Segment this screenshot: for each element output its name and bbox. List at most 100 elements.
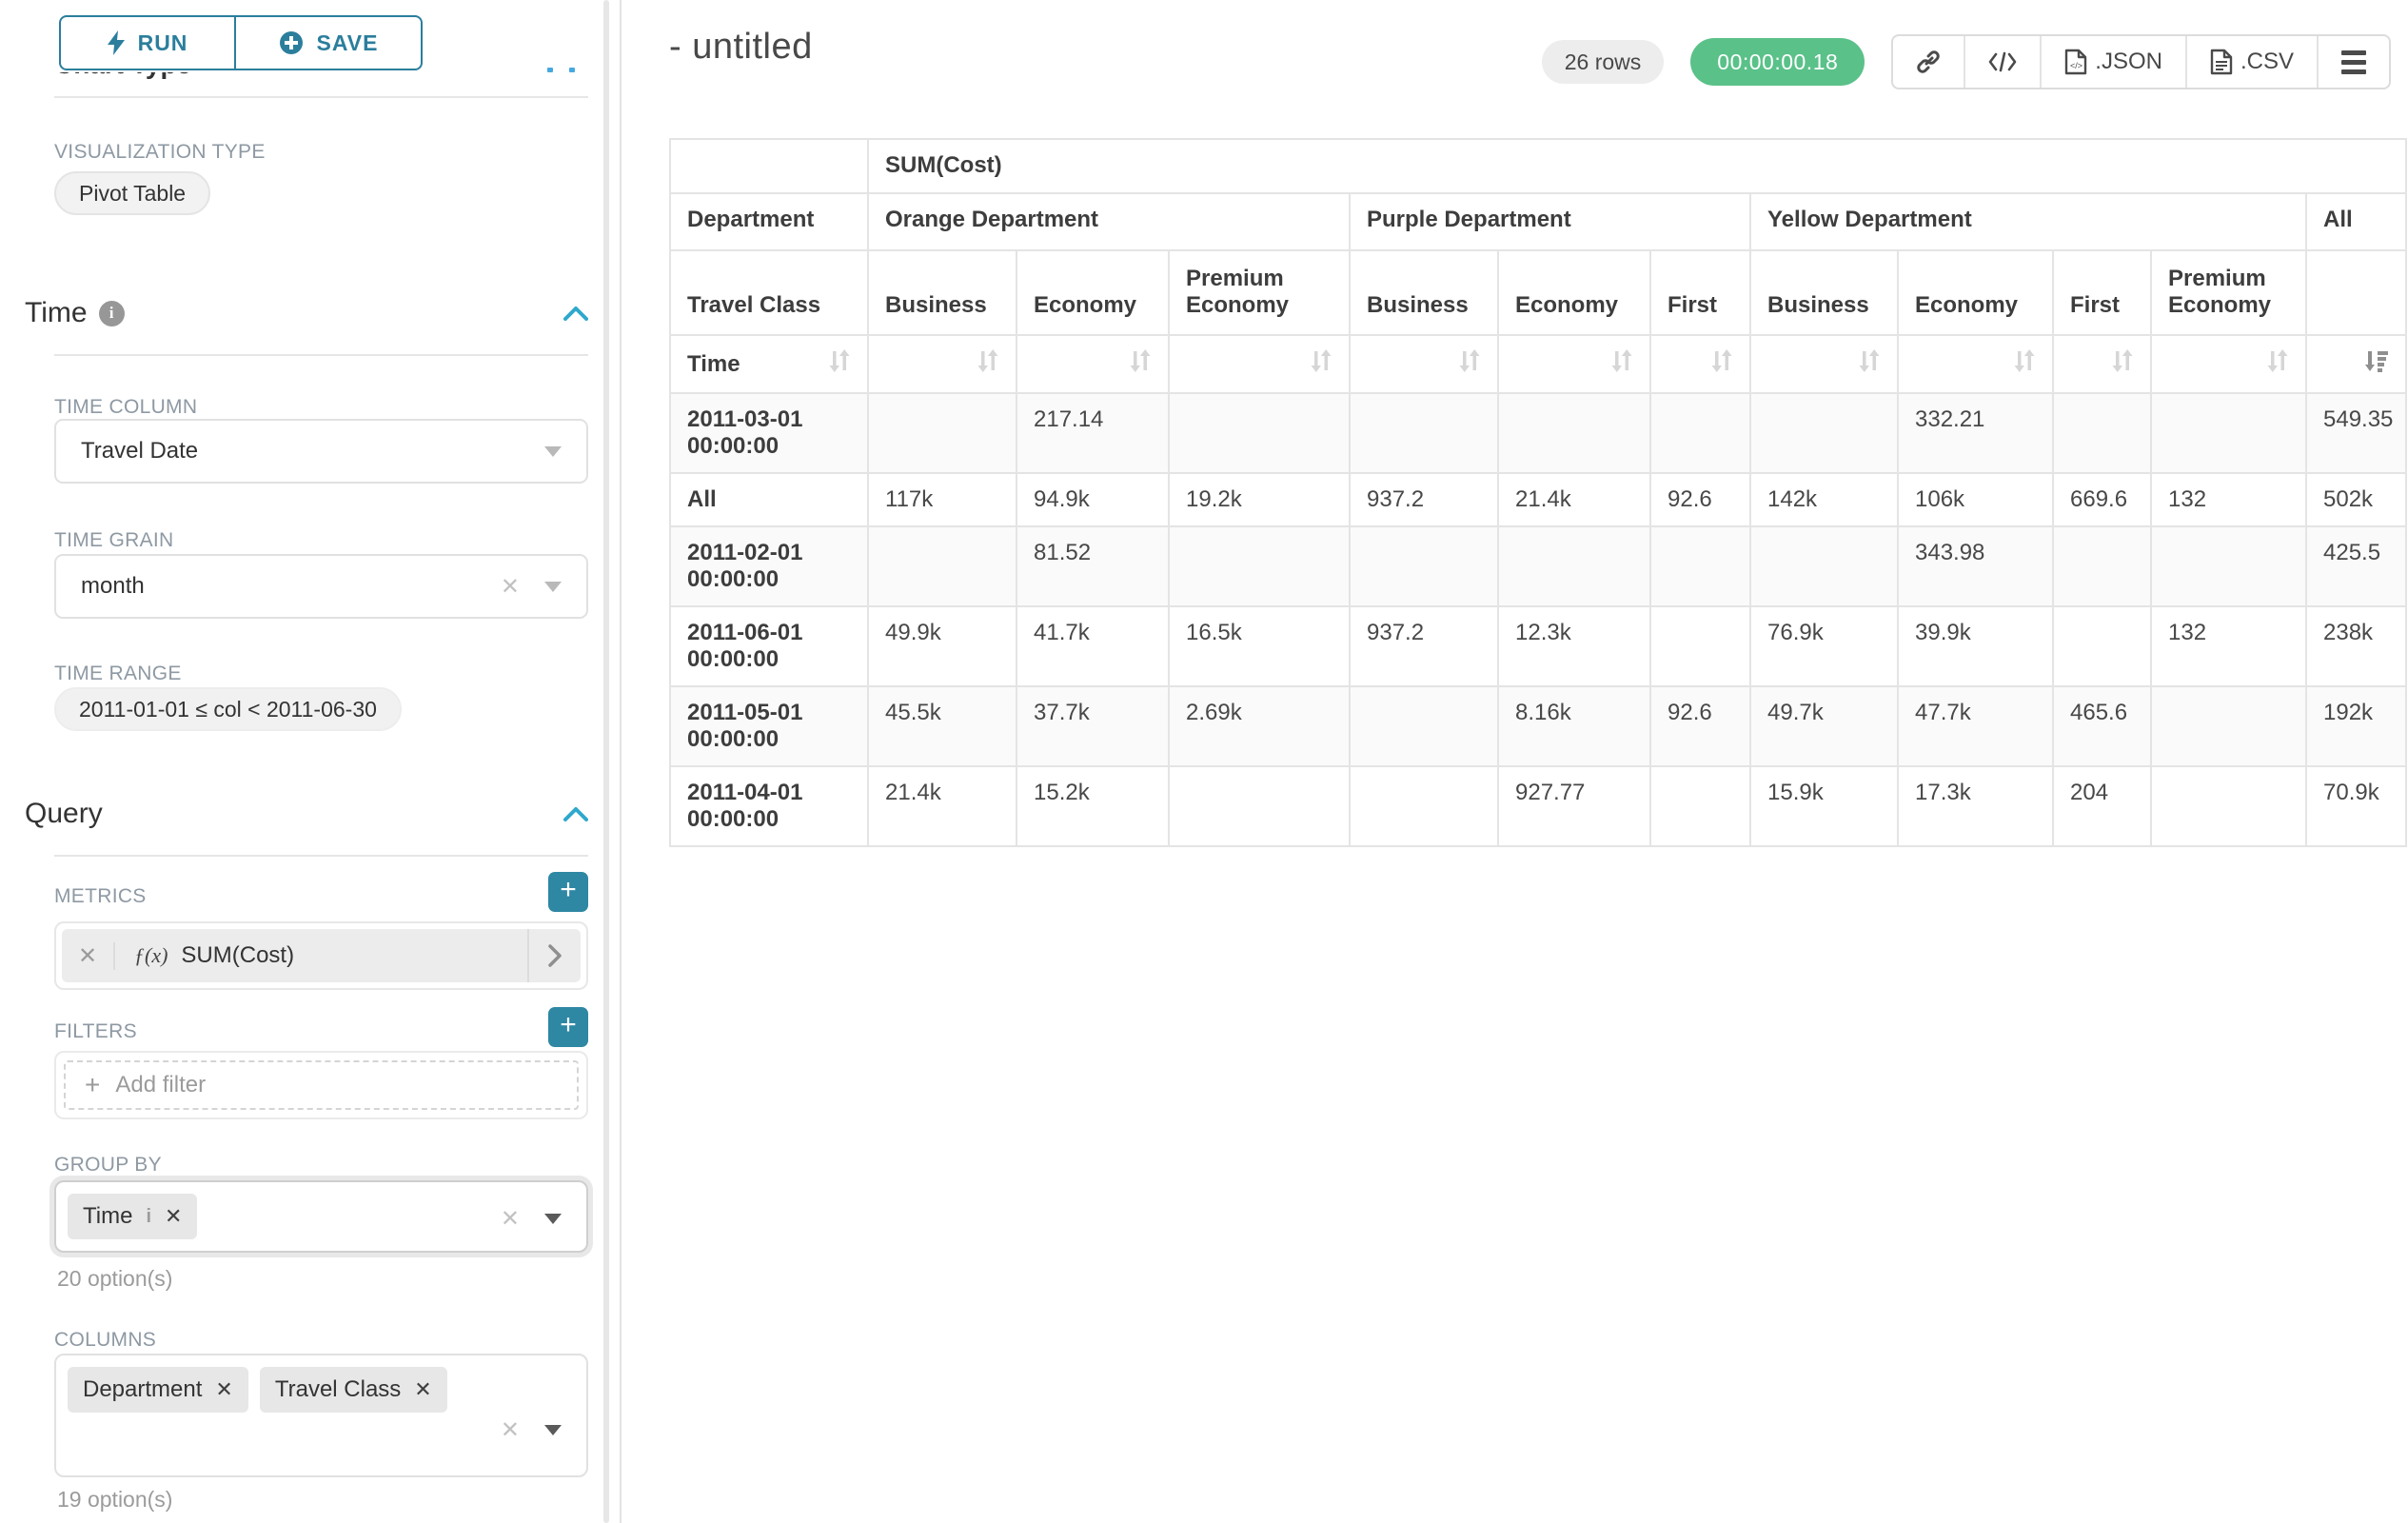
pivot-column-sort[interactable] xyxy=(2304,334,2408,394)
sort-icon[interactable] xyxy=(1310,348,1332,380)
pivot-cell: 142k xyxy=(1749,472,1899,527)
metric-chip[interactable]: ✕ ƒ(x) SUM(Cost) xyxy=(62,929,581,982)
sort-icon[interactable] xyxy=(1129,348,1152,380)
query-duration-badge: 00:00:00.18 xyxy=(1690,38,1865,86)
pivot-class-header xyxy=(2304,249,2408,336)
row-count-badge: 26 rows xyxy=(1541,40,1665,84)
pivot-cell: 21.4k xyxy=(867,765,1017,847)
sort-descending-icon[interactable] xyxy=(2364,348,2389,380)
pivot-class-header: Economy xyxy=(1497,249,1651,336)
remove-chip-icon[interactable]: ✕ xyxy=(165,1204,183,1228)
pivot-column-sort[interactable] xyxy=(1349,334,1499,394)
pivot-column-sort[interactable] xyxy=(1016,334,1170,394)
pivot-class-header: Premium Economy xyxy=(1168,249,1351,336)
pivot-cell xyxy=(1349,525,1499,607)
sort-icon[interactable] xyxy=(977,348,999,380)
chart-title[interactable]: - untitled xyxy=(669,27,813,67)
chevron-right-icon[interactable] xyxy=(527,929,581,982)
remove-chip-icon[interactable]: ✕ xyxy=(215,1377,233,1401)
export-csv-button[interactable]: .CSV xyxy=(2187,36,2319,88)
pivot-cell xyxy=(2150,685,2307,767)
pivot-column-sort[interactable] xyxy=(1897,334,2054,394)
time-section-title: Time xyxy=(25,297,88,328)
pivot-row-label: 2011-02-01 00:00:00 xyxy=(669,525,869,607)
metrics-label: METRICS xyxy=(54,885,147,907)
menu-icon xyxy=(2341,49,2366,74)
copy-link-button[interactable] xyxy=(1893,36,1966,88)
group-by-chip-time[interactable]: Time i ✕ xyxy=(68,1194,198,1239)
more-options-button[interactable] xyxy=(2319,36,2389,88)
chart-panel: - untitled 26 rows 00:00:00.18 xyxy=(622,0,2408,1523)
group-by-select[interactable]: Time i ✕ ✕ xyxy=(54,1180,588,1253)
add-metric-button[interactable]: + xyxy=(548,872,588,912)
add-filter-placeholder: Add filter xyxy=(115,1072,207,1098)
view-query-button[interactable] xyxy=(1965,36,2043,88)
pivot-class-header: First xyxy=(1649,249,1751,336)
remove-chip-icon[interactable]: ✕ xyxy=(414,1377,432,1401)
add-filter-button[interactable]: + xyxy=(548,1007,588,1047)
pivot-cell: 669.6 xyxy=(2052,472,2152,527)
chevron-up-icon[interactable] xyxy=(563,806,588,821)
sidebar-scrollbar[interactable] xyxy=(603,0,609,1523)
add-filter-dropzone[interactable]: + Add filter xyxy=(54,1051,588,1119)
save-label: SAVE xyxy=(316,30,379,55)
remove-metric-icon[interactable]: ✕ xyxy=(62,941,115,970)
sort-icon[interactable] xyxy=(828,348,851,380)
clear-icon[interactable]: ✕ xyxy=(500,1417,520,1443)
pivot-column-sort[interactable] xyxy=(1749,334,1899,394)
pivot-cell xyxy=(1649,765,1751,847)
pivot-cell: 132 xyxy=(2150,472,2307,527)
run-button[interactable]: RUN xyxy=(59,15,236,70)
pivot-column-sort[interactable] xyxy=(867,334,1017,394)
save-button[interactable]: SAVE xyxy=(234,15,423,70)
clear-icon[interactable]: ✕ xyxy=(500,1206,520,1232)
time-column-select[interactable]: Travel Date xyxy=(54,419,588,484)
columns-select[interactable]: Department ✕ Travel Class ✕ ✕ xyxy=(54,1354,588,1477)
sort-icon[interactable] xyxy=(1858,348,1881,380)
chip-label: Travel Class xyxy=(274,1376,402,1402)
export-json-button[interactable]: </> .JSON xyxy=(2042,36,2187,88)
plus-circle-icon xyxy=(279,31,303,54)
sort-icon[interactable] xyxy=(2266,348,2289,380)
columns-chip-department[interactable]: Department ✕ xyxy=(68,1367,248,1413)
query-actions-bar: RUN SAVE xyxy=(0,0,606,72)
sort-icon[interactable] xyxy=(1458,348,1481,380)
export-toolbar: </> .JSON .CSV xyxy=(1891,34,2391,89)
chevron-up-icon[interactable] xyxy=(563,306,588,321)
query-section-header[interactable]: Query xyxy=(25,798,588,830)
pivot-class-header: Economy xyxy=(1016,249,1170,336)
pivot-cell: 332.21 xyxy=(1897,392,2054,474)
pivot-column-sort[interactable] xyxy=(1497,334,1651,394)
pivot-row: 2011-03-01 00:00:00 217.14 332.21 549.35 xyxy=(669,392,2408,474)
pivot-cell: 238k xyxy=(2304,605,2408,687)
pivot-axis-time-sort[interactable]: Time xyxy=(669,334,869,394)
pivot-cell: 37.7k xyxy=(1016,685,1170,767)
panel-drag-handle[interactable] xyxy=(547,68,575,72)
time-range-chip[interactable]: 2011-01-01 ≤ col < 2011-06-30 xyxy=(54,687,402,731)
columns-option-count: 19 option(s) xyxy=(57,1487,173,1512)
csv-label: .CSV xyxy=(2240,49,2294,74)
clear-icon[interactable]: ✕ xyxy=(500,573,520,600)
sort-icon[interactable] xyxy=(2111,348,2134,380)
sort-icon[interactable] xyxy=(1610,348,1633,380)
panel-divider[interactable] xyxy=(620,0,622,1523)
columns-chip-travel-class[interactable]: Travel Class ✕ xyxy=(259,1367,447,1413)
pivot-row: 2011-02-01 00:00:00 81.52 343.98 425.5 xyxy=(669,525,2408,607)
pivot-cell xyxy=(1349,685,1499,767)
sort-icon[interactable] xyxy=(2013,348,2036,380)
pivot-column-sort[interactable] xyxy=(2052,334,2152,394)
pivot-cell: 2.69k xyxy=(1168,685,1351,767)
pivot-cell xyxy=(2150,765,2307,847)
sort-icon[interactable] xyxy=(1710,348,1733,380)
pivot-cell: 16.5k xyxy=(1168,605,1351,687)
pivot-column-sort[interactable] xyxy=(2150,334,2307,394)
time-grain-select[interactable]: month ✕ xyxy=(54,554,588,619)
time-section-header[interactable]: Time i xyxy=(25,297,588,329)
chevron-down-icon xyxy=(544,445,562,457)
pivot-cell xyxy=(1749,392,1899,474)
pivot-metric-header: SUM(Cost) xyxy=(866,138,2408,194)
pivot-column-sort[interactable] xyxy=(1649,334,1751,394)
pivot-column-sort[interactable] xyxy=(1168,334,1351,394)
visualization-type-chip[interactable]: Pivot Table xyxy=(54,171,211,215)
